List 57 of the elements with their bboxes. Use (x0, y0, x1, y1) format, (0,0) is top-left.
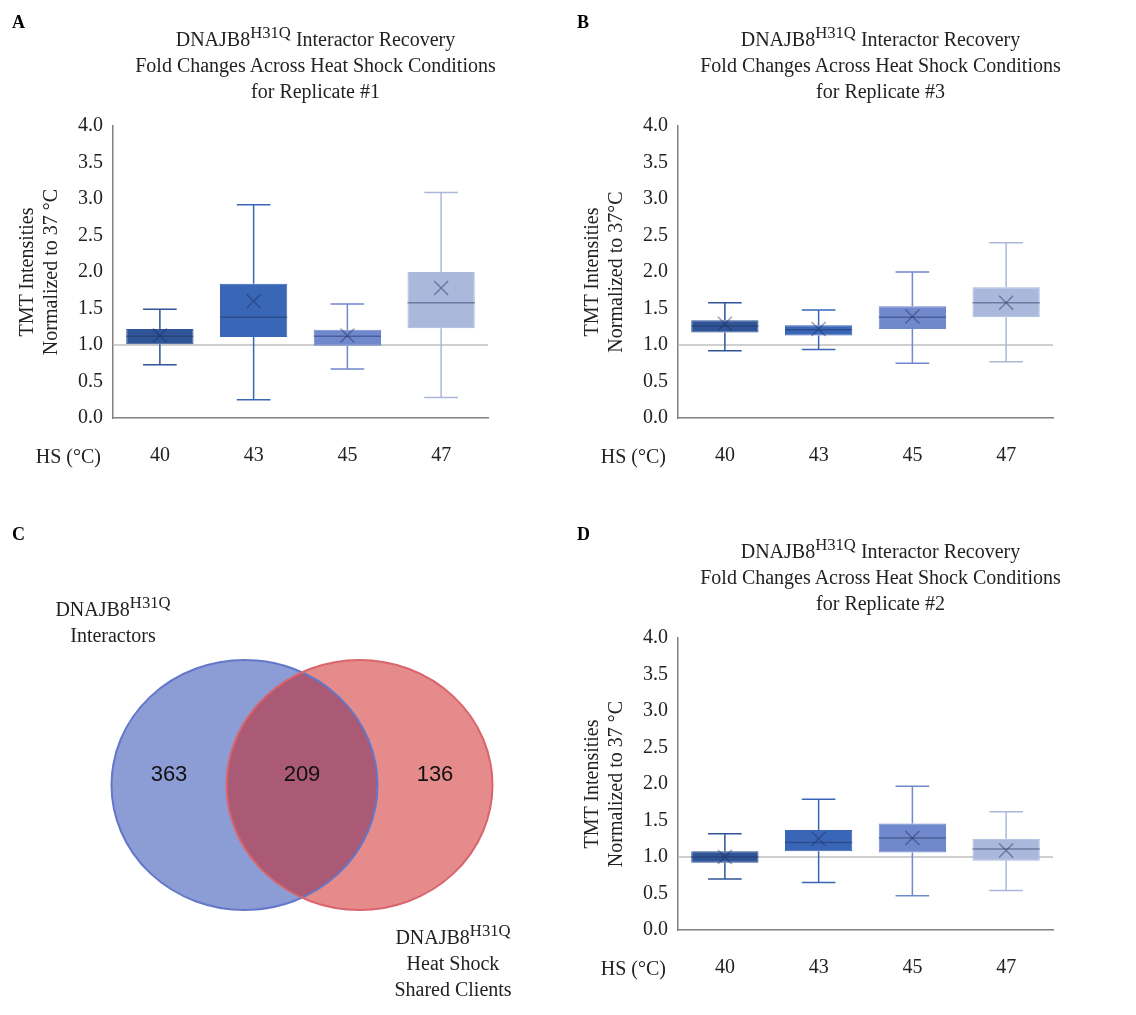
y-tick-label: 2.5 (78, 222, 103, 245)
y-tick-label: 3.0 (643, 185, 668, 208)
text: A (12, 12, 25, 33)
y-tick-label: 0.0 (643, 404, 668, 427)
x-tick-label: 47 (996, 954, 1017, 977)
y-tick-label: 4.0 (643, 112, 668, 135)
y-tick-label: 3.0 (78, 185, 103, 208)
x-axis-title: HS (°C) (35, 444, 101, 468)
y-tick-label: 1.0 (78, 331, 103, 354)
y-tick-label: 0.5 (643, 368, 668, 391)
x-tick-label: 43 (243, 442, 264, 465)
data-label: 363 (150, 761, 188, 787)
y-axis-title: TMT Intensities Normalized to 37°C (580, 191, 627, 353)
category-label: DNAJB8$^{H31Q}$ Heat Shock Shared Clients (393, 920, 513, 1002)
data-label: 209 (283, 761, 321, 787)
chart-title: DNAJB8$^{H31Q}$ Interactor Recovery Fold Changes Across Heat Shock Conditions for Replicate #1 (134, 22, 497, 104)
x-tick-label: 45 (337, 442, 358, 465)
y-tick-label: 1.0 (643, 331, 668, 354)
x-tick-label: 40 (714, 442, 735, 465)
y-tick-label: 0.0 (643, 916, 668, 939)
x-tick-label: 47 (996, 442, 1017, 465)
x-tick-label: 40 (149, 442, 170, 465)
y-tick-label: 2.5 (643, 734, 668, 757)
text: B (577, 12, 590, 33)
y-tick-label: 4.0 (78, 112, 103, 135)
y-tick-label: 1.5 (643, 807, 668, 830)
y-tick-label: 1.0 (643, 843, 668, 866)
x-tick-label: 47 (431, 442, 452, 465)
y-axis-title: TMT Intensities Normalized to 37 °C (580, 700, 627, 867)
y-axis-title: TMT Intensities Normalized to 37 °C (15, 188, 62, 355)
x-tick-label: 43 (808, 442, 829, 465)
y-tick-label: 2.0 (78, 258, 103, 281)
y-tick-label: 0.0 (78, 404, 103, 427)
x-tick-label: 45 (902, 442, 923, 465)
y-tick-label: 4.0 (643, 624, 668, 647)
category-label: DNAJB8$^{H31Q}$ Interactors (54, 592, 172, 648)
y-tick-label: 0.5 (78, 368, 103, 391)
y-tick-label: 3.5 (78, 149, 103, 172)
x-tick-label: 45 (902, 954, 923, 977)
y-tick-label: 1.5 (643, 295, 668, 318)
x-tick-label: 40 (714, 954, 735, 977)
data-label: 136 (416, 761, 454, 787)
y-tick-label: 2.0 (643, 770, 668, 793)
y-tick-label: 2.5 (643, 222, 668, 245)
text: D (577, 524, 590, 545)
chart-title: DNAJB8$^{H31Q}$ Interactor Recovery Fold Changes Across Heat Shock Conditions for Replicate #3 (699, 22, 1062, 104)
y-tick-label: 3.0 (643, 697, 668, 720)
y-tick-label: 3.5 (643, 149, 668, 172)
y-tick-label: 1.5 (78, 295, 103, 318)
y-tick-label: 3.5 (643, 661, 668, 684)
text: C (12, 524, 25, 545)
y-tick-label: 0.5 (643, 880, 668, 903)
chart-title: DNAJB8$^{H31Q}$ Interactor Recovery Fold Changes Across Heat Shock Conditions for Replicate #2 (699, 534, 1062, 616)
x-tick-label: 43 (808, 954, 829, 977)
y-tick-label: 2.0 (643, 258, 668, 281)
x-axis-title: HS (°C) (600, 956, 666, 980)
x-axis-title: HS (°C) (600, 444, 666, 468)
